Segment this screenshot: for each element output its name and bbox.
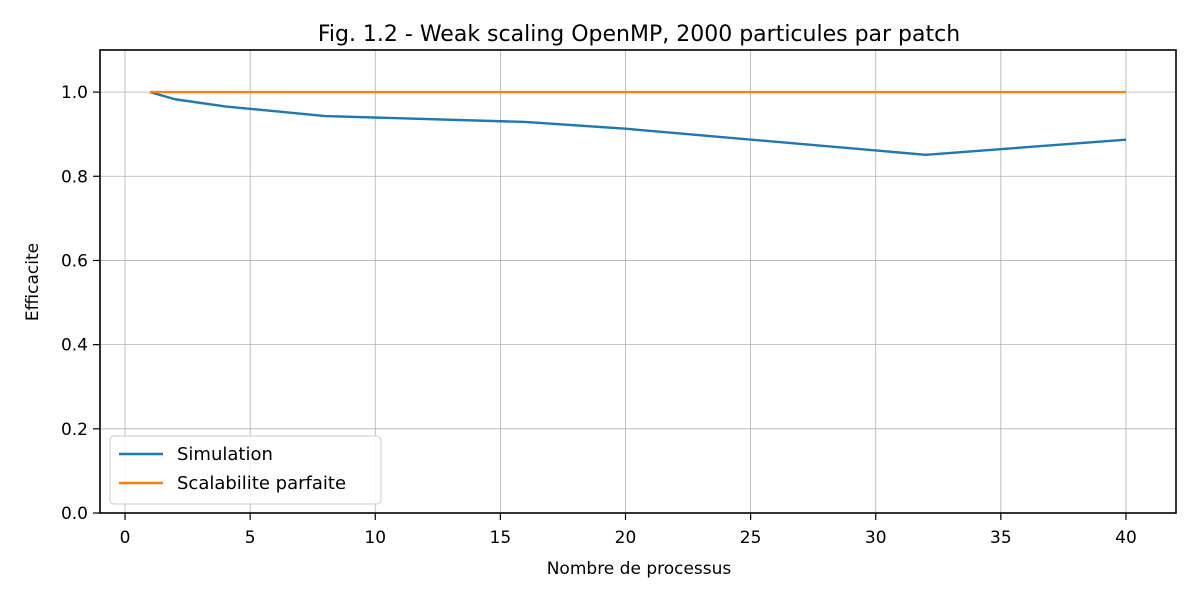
- x-tick-label: 10: [364, 528, 386, 548]
- x-tick-label: 30: [865, 528, 887, 548]
- y-axis-ticks: 0.0 0.2 0.4 0.6 0.8 1.0: [61, 83, 100, 524]
- plot-lines: [149, 90, 1127, 157]
- series-line-simulation: [149, 90, 1127, 157]
- x-tick-label: 0: [120, 528, 131, 548]
- x-axis-title: Nombre de processus: [547, 559, 732, 579]
- plot-frame: [99, 49, 1177, 514]
- x-tick-label: 40: [1115, 528, 1137, 548]
- x-axis-ticks: 0 5 10 15 20 25 30 35 40: [120, 513, 1137, 548]
- x-tick-label: 20: [615, 528, 637, 548]
- y-tick-label: 0.6: [61, 251, 88, 271]
- legend-label: Simulation: [177, 444, 273, 465]
- legend: Simulation Scalabilite parfaite: [109, 435, 382, 505]
- y-tick-label: 1.0: [61, 83, 88, 103]
- x-tick-label: 15: [490, 528, 512, 548]
- y-tick-label: 0.0: [61, 504, 88, 524]
- chart-title: Fig. 1.2 - Weak scaling OpenMP, 2000 par…: [318, 22, 960, 47]
- y-tick-label: 0.2: [61, 420, 88, 440]
- y-tick-label: 0.8: [61, 167, 88, 187]
- x-tick-label: 25: [740, 528, 762, 548]
- legend-box: [109, 435, 382, 505]
- x-tick-label: 5: [245, 528, 256, 548]
- x-tick-label: 35: [990, 528, 1012, 548]
- y-tick-label: 0.4: [61, 336, 88, 356]
- legend-label: Scalabilite parfaite: [177, 473, 346, 494]
- y-axis-title: Efficacite: [23, 243, 43, 321]
